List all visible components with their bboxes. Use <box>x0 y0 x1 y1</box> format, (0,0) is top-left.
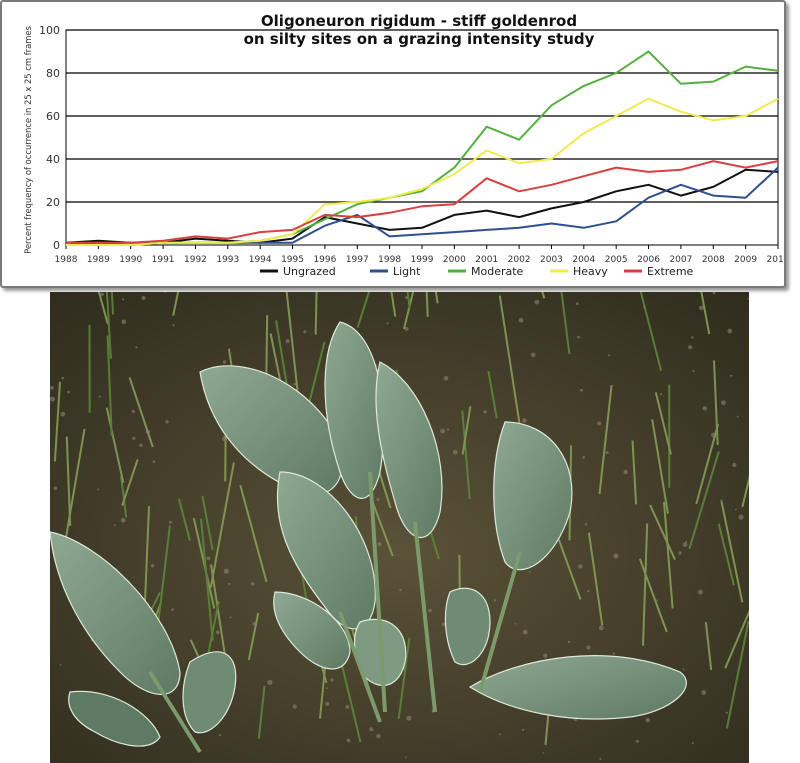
series-line-moderate <box>66 50 779 246</box>
legend-label: Heavy <box>573 265 608 278</box>
y-tick-label: 40 <box>46 153 60 166</box>
x-tick-label: 1993 <box>216 255 239 265</box>
y-tick-label: 0 <box>53 239 60 252</box>
y-tick-label: 100 <box>39 24 60 37</box>
x-tick-label: 2004 <box>572 255 595 265</box>
x-tick-label: 1990 <box>119 255 142 265</box>
series-line-ungrazed <box>65 168 779 244</box>
x-tick-label: 1997 <box>346 255 369 265</box>
goldenrod-photo <box>50 292 749 763</box>
x-tick-label: 2007 <box>669 255 692 265</box>
series-line-extreme <box>66 160 779 244</box>
line-chart: Oligoneuron rigidum - stiff goldenrod on… <box>23 6 784 278</box>
x-tick-label: 1994 <box>249 255 272 265</box>
series-line-heavy <box>66 97 779 246</box>
legend-label: Moderate <box>471 265 524 278</box>
x-tick-label: 2010 <box>767 255 784 265</box>
legend-label: Extreme <box>647 265 694 278</box>
x-tick-label: 1992 <box>184 255 207 265</box>
chart-panel: Oligoneuron rigidum - stiff goldenrod on… <box>0 0 786 288</box>
y-tick-label: 80 <box>46 67 60 80</box>
chart-title-line2: on silty sites on a grazing intensity st… <box>244 30 595 48</box>
x-tick-label: 1988 <box>55 255 78 265</box>
x-tick-label: 1991 <box>152 255 175 265</box>
x-tick-label: 1995 <box>281 255 304 265</box>
x-tick-label: 2003 <box>540 255 563 265</box>
legend-label: Ungrazed <box>283 265 336 278</box>
x-tick-label: 2001 <box>475 255 498 265</box>
chart-title-line1: Oligoneuron rigidum - stiff goldenrod <box>261 12 577 30</box>
plot-frame <box>65 29 779 246</box>
legend-label: Light <box>393 265 421 278</box>
x-tick-label: 1989 <box>87 255 110 265</box>
x-tick-label: 1998 <box>378 255 401 265</box>
x-tick-label: 1996 <box>313 255 336 265</box>
x-tick-label: 2009 <box>734 255 757 265</box>
y-tick-label: 60 <box>46 110 60 123</box>
x-tick-label: 2006 <box>637 255 660 265</box>
title-box <box>234 6 604 48</box>
y-tick-label: 20 <box>46 196 60 209</box>
x-tick-label: 2000 <box>443 255 466 265</box>
x-tick-label: 1999 <box>411 255 434 265</box>
y-axis-label: Percent frequency of occurrence in 25 x … <box>23 26 33 254</box>
x-tick-label: 2005 <box>605 255 628 265</box>
x-tick-label: 2002 <box>508 255 531 265</box>
x-tick-label: 2008 <box>702 255 725 265</box>
